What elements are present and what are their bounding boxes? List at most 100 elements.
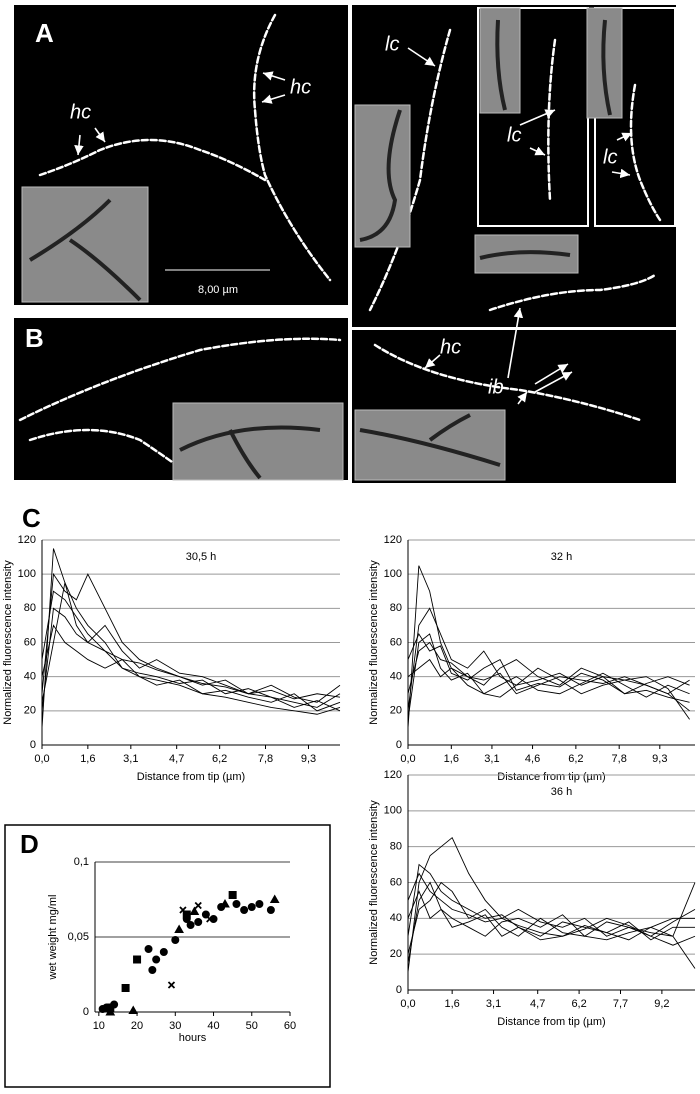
y-tick-label: 120 — [384, 534, 402, 546]
profile-line — [407, 881, 696, 969]
profile-line — [407, 641, 690, 695]
point — [174, 924, 184, 933]
point — [206, 915, 214, 923]
point — [121, 984, 130, 992]
y-tick-label: 20 — [390, 948, 402, 960]
x-tick-label: 9,3 — [301, 753, 316, 765]
y-tick-label: 0,05 — [68, 931, 89, 943]
annotation: lc — [603, 146, 617, 168]
y-tick-label: 120 — [384, 769, 402, 781]
y-tick-label: 60 — [24, 636, 36, 648]
point — [133, 955, 142, 964]
panel-label: D — [20, 829, 39, 859]
x-tick-label: 20 — [131, 1020, 143, 1032]
micrographs — [14, 5, 676, 483]
chart-title: 32 h — [551, 551, 572, 563]
y-axis-label: Normalized fluorescence intensity — [2, 560, 14, 725]
profile-line — [407, 836, 696, 973]
point — [105, 1006, 116, 1016]
profile-line — [407, 881, 696, 955]
x-axis-label: Distance from tip (µm) — [137, 771, 245, 783]
x-tick-label: 60 — [284, 1020, 296, 1032]
x-tick-label: 40 — [207, 1020, 219, 1032]
x-tick-label: 1,6 — [445, 998, 460, 1010]
point — [159, 948, 168, 956]
x-tick-label: 3,1 — [484, 753, 499, 765]
point — [220, 898, 230, 908]
panel-label: B — [25, 323, 44, 353]
point — [194, 918, 203, 926]
point — [171, 936, 180, 944]
x-axis-label: Distance from tip (µm) — [497, 771, 605, 783]
point — [240, 906, 249, 914]
y-tick-label: 0 — [396, 984, 402, 996]
x-tick-label: 9,2 — [654, 998, 669, 1010]
x-tick-label: 1,6 — [444, 753, 459, 765]
x-tick-label: 6,2 — [571, 998, 586, 1010]
point — [269, 894, 280, 903]
profile-line — [407, 632, 690, 695]
point — [228, 891, 237, 899]
profile-line — [407, 565, 690, 728]
y-axis-label: wet weight mg/ml — [47, 895, 59, 981]
profile-line — [407, 872, 696, 937]
x-tick-label: 0,0 — [34, 753, 49, 765]
point — [179, 906, 187, 914]
point — [148, 966, 157, 974]
panel-d-frame — [4, 824, 331, 1088]
profile-line — [407, 633, 690, 720]
annotation: hc — [440, 336, 461, 358]
annotation: ib — [488, 376, 504, 398]
scale-bar-label: 8,00 µm — [198, 284, 238, 296]
y-tick-label: 60 — [390, 876, 402, 888]
y-tick-label: 100 — [384, 568, 402, 580]
y-axis-label: Normalized fluorescence intensity — [368, 800, 380, 965]
x-tick-label: 3,1 — [486, 998, 501, 1010]
point — [266, 906, 275, 914]
x-tick-label: 9,3 — [652, 753, 667, 765]
y-tick-label: 80 — [390, 841, 402, 853]
point — [189, 906, 200, 915]
y-tick-label: 80 — [390, 602, 402, 614]
x-tick-label: 0,0 — [400, 753, 415, 765]
x-tick-label: 4,7 — [530, 998, 545, 1010]
chart-title: 30,5 h — [186, 551, 217, 563]
annotation: hc — [290, 76, 311, 98]
panel-label: A — [35, 18, 54, 48]
y-tick-label: 60 — [390, 636, 402, 648]
x-tick-label: 7,7 — [613, 998, 628, 1010]
profile-line — [41, 590, 341, 700]
x-tick-label: 1,6 — [80, 753, 95, 765]
profile-line — [41, 624, 341, 712]
x-axis-label: hours — [179, 1032, 207, 1044]
point — [167, 981, 176, 989]
y-tick-label: 80 — [24, 602, 36, 614]
x-tick-label: 3,1 — [123, 753, 138, 765]
y-tick-label: 0,1 — [74, 856, 89, 868]
x-tick-label: 4,7 — [169, 753, 184, 765]
x-tick-label: 50 — [246, 1020, 258, 1032]
profile-line — [407, 658, 690, 698]
x-tick-label: 6,2 — [212, 753, 227, 765]
profile-line — [41, 572, 341, 708]
point — [194, 901, 202, 910]
x-tick-label: 0,0 — [400, 998, 415, 1010]
chart-title: 36 h — [551, 786, 572, 798]
y-tick-label: 0 — [396, 739, 402, 751]
y-tick-label: 40 — [390, 912, 402, 924]
x-tick-label: 4,6 — [525, 753, 540, 765]
y-tick-label: 20 — [390, 705, 402, 717]
annotation: hc — [70, 101, 91, 123]
y-tick-label: 40 — [24, 671, 36, 683]
profile-line — [41, 607, 341, 711]
y-tick-label: 0 — [30, 739, 36, 751]
profile-line — [41, 548, 341, 728]
y-tick-label: 40 — [390, 671, 402, 683]
panel-label: C — [22, 503, 41, 533]
point — [232, 900, 241, 908]
x-axis-label: Distance from tip (µm) — [497, 1016, 605, 1028]
point — [255, 900, 264, 908]
x-tick-label: 7,8 — [258, 753, 273, 765]
x-tick-label: 7,8 — [612, 753, 627, 765]
